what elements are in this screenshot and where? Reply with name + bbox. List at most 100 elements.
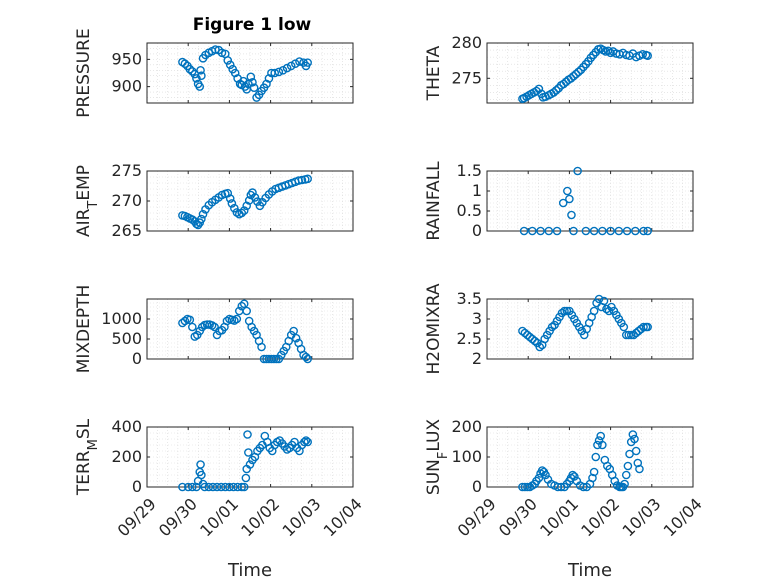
data-point xyxy=(197,71,206,81)
y-tick-label: 0 xyxy=(132,349,142,368)
data-point xyxy=(202,320,212,329)
data-point xyxy=(536,226,545,236)
data-point xyxy=(197,214,206,224)
y-tick-label: 900 xyxy=(111,77,142,96)
data-point xyxy=(639,226,648,236)
data-point xyxy=(183,482,193,492)
data-point xyxy=(188,67,197,76)
data-point xyxy=(589,226,599,236)
data-point xyxy=(596,431,606,441)
data-point xyxy=(198,209,208,219)
y-tick-label: 500 xyxy=(111,329,142,348)
y-axis-label: PRESSURE xyxy=(74,28,94,117)
data-point xyxy=(289,326,298,336)
y-axis-label-sub: T xyxy=(86,201,101,210)
data-point xyxy=(581,226,591,236)
y-tick-label: 0 xyxy=(472,221,482,240)
panel-pressure: 900 950 PRESSURE xyxy=(74,28,354,118)
data-point xyxy=(295,57,304,66)
data-point xyxy=(574,67,583,77)
data-point xyxy=(569,71,578,81)
data-point xyxy=(303,437,312,447)
data-point xyxy=(200,482,209,492)
data-point xyxy=(559,79,568,89)
y-tick-label: 1 xyxy=(472,181,482,200)
data-point xyxy=(631,446,641,456)
data-point xyxy=(598,226,607,236)
data-point xyxy=(301,436,311,445)
y-tick-label: 100 xyxy=(451,447,482,466)
y-tick-label: 1000 xyxy=(101,309,142,328)
x-tick-label: 10/03 xyxy=(279,494,325,540)
x-tick-label: 09/29 xyxy=(454,494,500,540)
data-point xyxy=(621,470,631,480)
data-point xyxy=(248,188,257,197)
x-tick-label: 09/29 xyxy=(114,494,160,540)
data-point xyxy=(535,342,545,352)
data-point xyxy=(282,63,292,73)
data-point xyxy=(643,322,652,332)
data-point xyxy=(570,472,579,481)
data-point xyxy=(216,482,226,492)
data-points xyxy=(178,174,312,230)
data-point xyxy=(230,203,239,213)
grid xyxy=(146,170,354,232)
data-point xyxy=(565,194,574,204)
data-point xyxy=(593,440,602,450)
data-point xyxy=(551,85,561,95)
y-tick-label: 1.5 xyxy=(457,161,482,180)
data-point xyxy=(300,437,309,447)
y-tick-label: 280 xyxy=(451,33,482,52)
data-point xyxy=(297,175,307,185)
panel-air-temp: 265 270 275 AIRTEMP xyxy=(74,161,354,240)
data-point xyxy=(568,470,577,480)
grid xyxy=(486,426,694,488)
y-axis-label: SUNFLUX xyxy=(424,419,451,496)
data-points xyxy=(178,430,312,492)
data-point xyxy=(591,452,601,462)
data-point xyxy=(286,61,296,71)
y-axis-label: THETA xyxy=(424,45,444,101)
data-point xyxy=(180,316,190,326)
data-point xyxy=(599,296,609,306)
x-tick-label: 10/02 xyxy=(577,494,623,540)
y-tick-label: 950 xyxy=(111,49,142,68)
data-points xyxy=(178,299,312,364)
data-point xyxy=(602,304,611,314)
data-point xyxy=(227,199,237,208)
data-point xyxy=(223,56,233,65)
data-point xyxy=(534,84,544,94)
x-tick-label: 10/04 xyxy=(660,494,706,540)
data-point xyxy=(588,473,597,483)
panel-h2omixra: 22.533.5 H2OMIXRA xyxy=(424,283,694,375)
data-point xyxy=(208,482,218,492)
y-tick-label: 200 xyxy=(451,417,482,436)
y-axis-label-part: LUX xyxy=(424,419,444,452)
data-point xyxy=(622,226,632,236)
y-axis-label: AIRTEMP xyxy=(74,165,101,237)
data-point xyxy=(610,476,620,486)
data-point xyxy=(547,322,557,332)
axes-box xyxy=(486,42,694,104)
data-point xyxy=(243,430,252,439)
data-point xyxy=(573,166,582,176)
data-point xyxy=(237,482,247,492)
grid xyxy=(486,170,694,232)
data-point xyxy=(204,482,214,492)
y-tick-label: 265 xyxy=(111,221,142,240)
data-point xyxy=(269,354,279,364)
data-point xyxy=(232,314,242,324)
data-point xyxy=(212,482,222,492)
data-point xyxy=(301,352,311,362)
data-point xyxy=(620,479,629,489)
data-point xyxy=(180,59,190,69)
figure-title: Figure 1 low xyxy=(193,15,312,35)
data-point xyxy=(245,460,255,469)
data-point xyxy=(303,174,312,184)
data-point xyxy=(237,208,247,218)
data-point xyxy=(569,226,578,236)
y-tick-label: 270 xyxy=(111,191,142,210)
data-point xyxy=(639,322,648,332)
